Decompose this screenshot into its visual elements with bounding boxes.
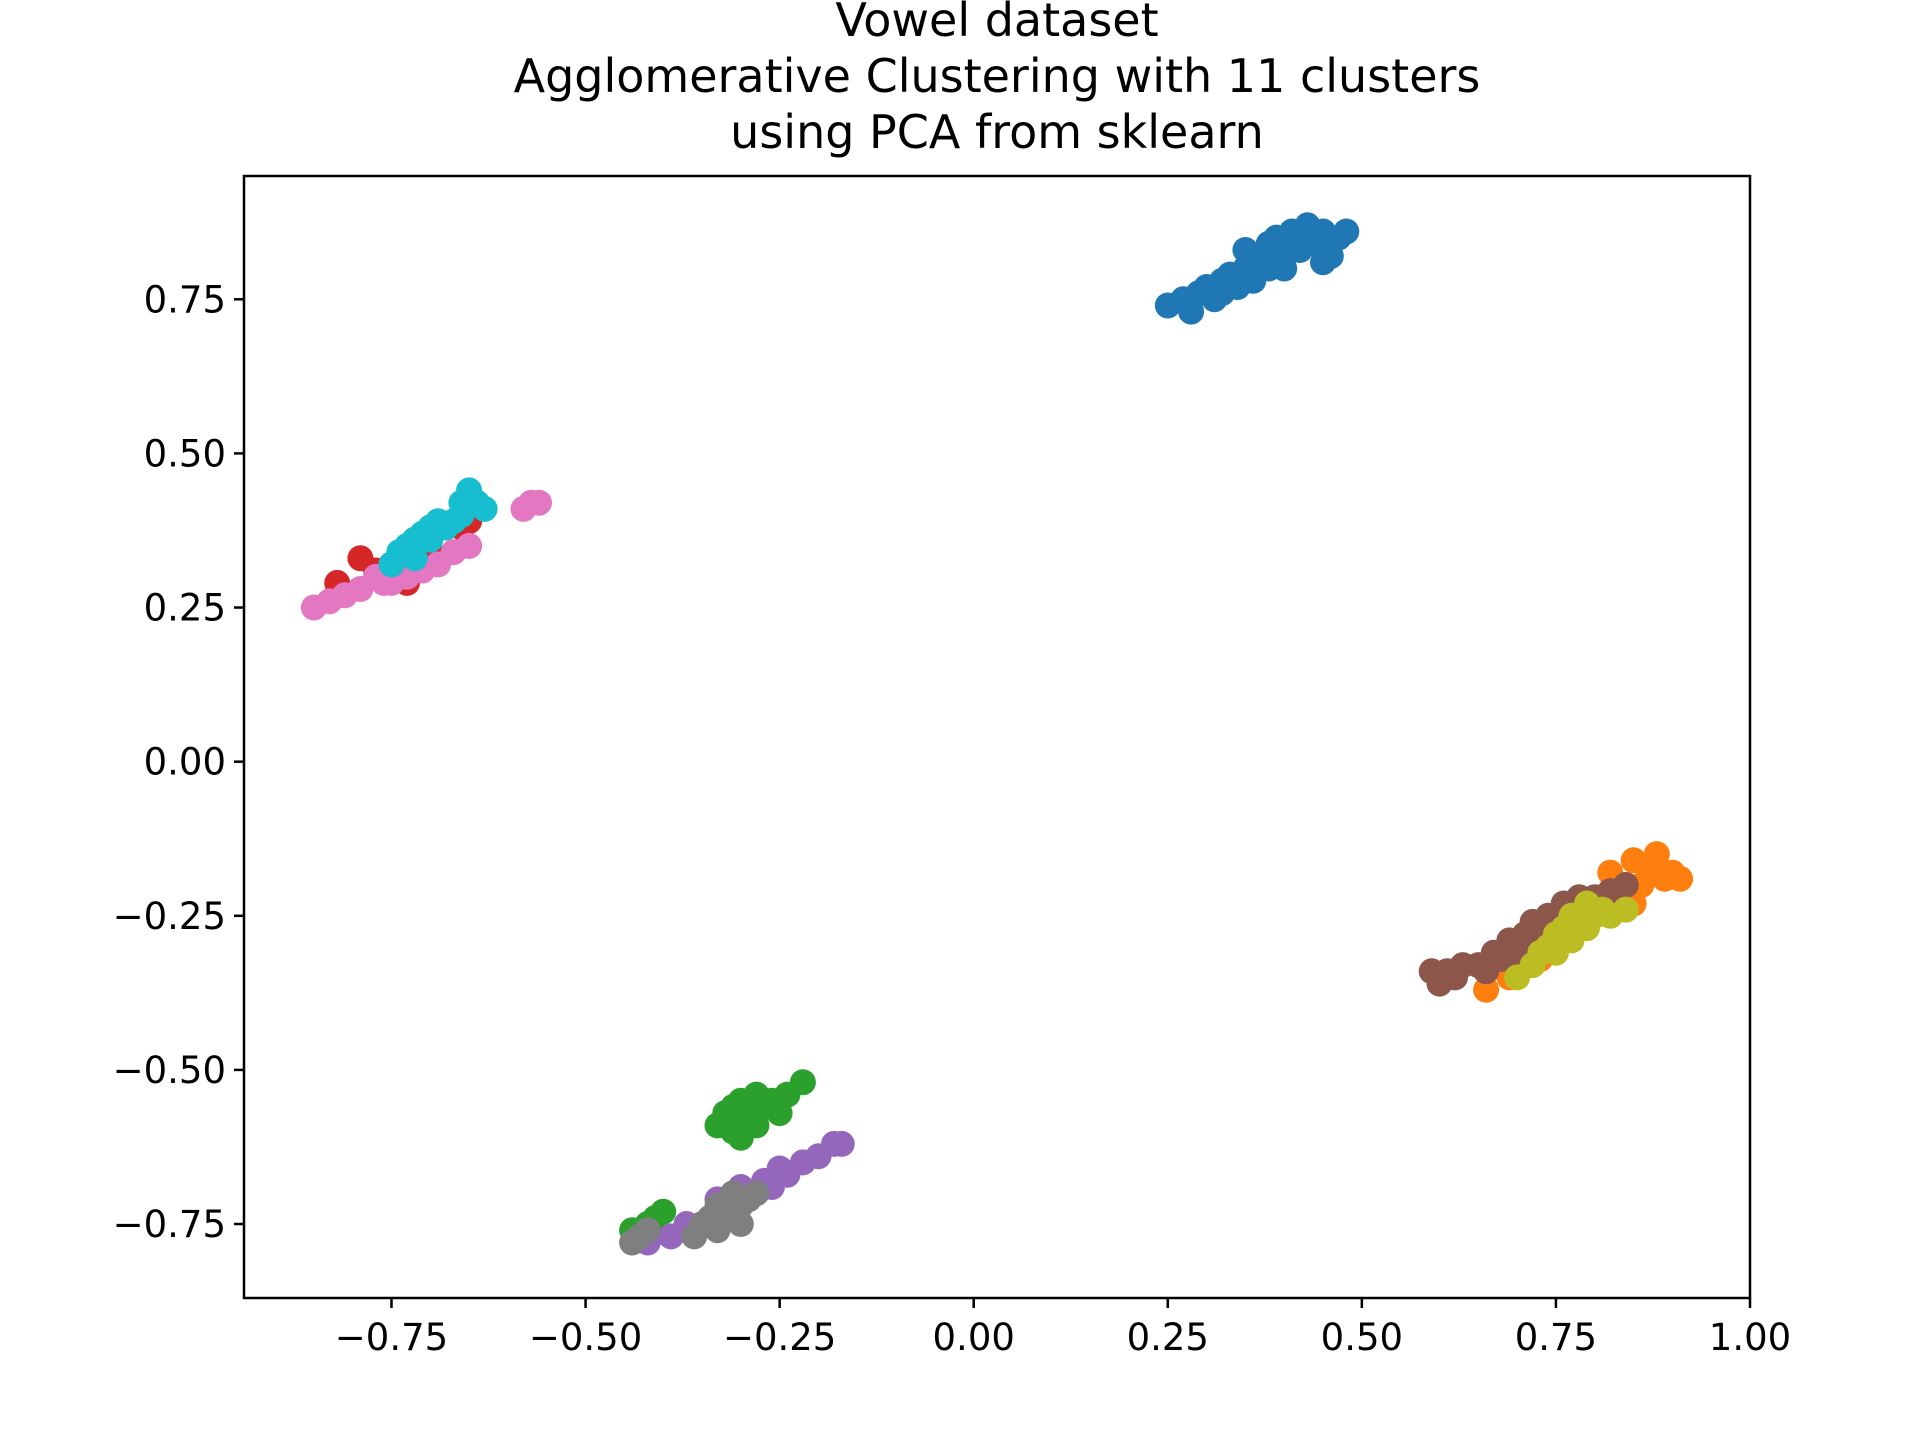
y-tick-label: 0.25 [144, 587, 226, 630]
data-point-s7-11 [743, 1180, 770, 1207]
data-point-s8-14 [1558, 927, 1585, 954]
data-point-s5-19 [1488, 945, 1515, 972]
data-point-s9-14 [401, 545, 428, 572]
data-point-s2-19 [712, 1100, 739, 1127]
data-point-s2-4 [650, 1198, 677, 1225]
data-point-s0-24 [1333, 218, 1360, 245]
title-line-3: using PCA from sklearn [730, 105, 1264, 159]
data-point-s8-15 [1574, 890, 1600, 917]
x-tick-label: 0.50 [1321, 1316, 1403, 1359]
data-point-s2-18 [743, 1112, 770, 1139]
data-point-s0-25 [1240, 249, 1267, 276]
title-line-2: Agglomerative Clustering with 11 cluster… [514, 49, 1481, 103]
data-point-s9-15 [417, 526, 444, 553]
y-tick-label: −0.75 [113, 1203, 226, 1246]
x-tick-label: −0.75 [335, 1316, 448, 1359]
data-point-s6-13 [518, 489, 545, 516]
y-tick-label: −0.50 [113, 1049, 226, 1092]
data-point-s5-18 [1434, 958, 1461, 985]
title-line-1: Vowel dataset [835, 0, 1158, 47]
data-point-s7-2 [634, 1217, 661, 1244]
data-point-s7-14 [720, 1180, 747, 1207]
chart-title: Vowel dataset Agglomerative Clustering w… [514, 0, 1481, 159]
data-point-s1-12 [1643, 841, 1670, 868]
x-tick-label: 1.00 [1709, 1316, 1791, 1359]
x-tick-label: 0.00 [933, 1316, 1015, 1359]
data-point-s0-27 [1286, 224, 1313, 251]
data-point-s5-14 [1612, 872, 1639, 898]
y-tick-label: −0.25 [113, 895, 226, 938]
data-point-s4-12 [828, 1130, 855, 1157]
data-point-s0-29 [1209, 280, 1236, 307]
y-tick-label: 0.75 [144, 278, 226, 321]
data-point-s6-10 [456, 532, 483, 559]
y-axis: −0.75 −0.50 −0.25 0.00 0.25 0.50 0.75 [113, 278, 244, 1246]
data-point-s2-16 [789, 1069, 816, 1096]
x-axis: −0.75 −0.50 −0.25 0.00 0.25 0.50 0.75 1.00 [335, 1298, 1791, 1359]
x-tick-label: −0.50 [529, 1316, 642, 1359]
data-point-s8-12 [1612, 896, 1639, 923]
data-point-s1-15 [1667, 865, 1694, 892]
data-point-s9-13 [471, 495, 498, 522]
data-point-s7-12 [727, 1211, 754, 1237]
data-point-s0-26 [1271, 255, 1298, 282]
data-point-s0-28 [1310, 249, 1336, 276]
x-tick-label: 0.75 [1515, 1316, 1597, 1359]
plot-area-frame [242, 174, 1752, 1300]
data-point-s1-0 [1473, 976, 1500, 1003]
x-tick-label: −0.25 [723, 1316, 836, 1359]
x-tick-label: 0.25 [1127, 1316, 1209, 1359]
y-tick-label: 0.50 [144, 432, 226, 475]
y-tick-label: 0.00 [144, 741, 226, 784]
data-points [300, 212, 1694, 1256]
